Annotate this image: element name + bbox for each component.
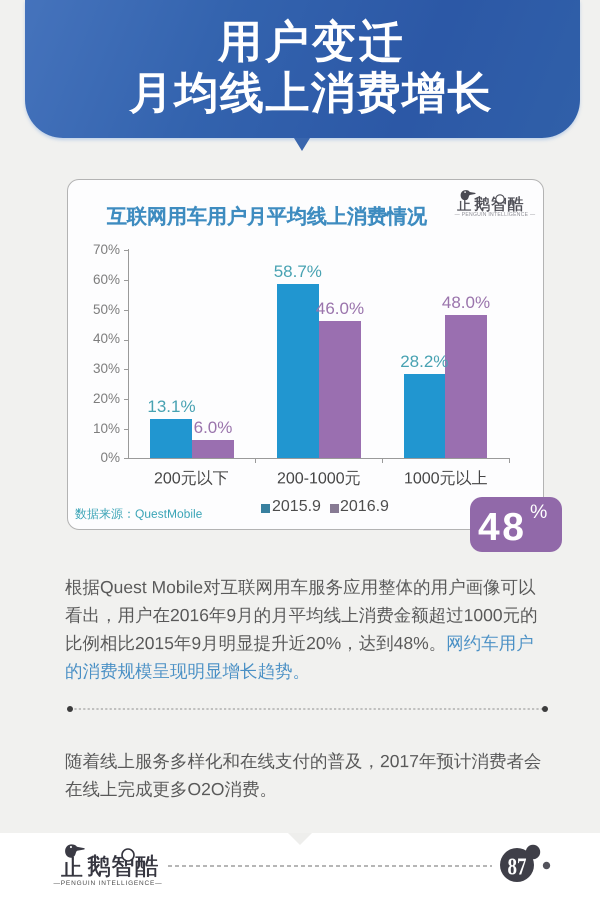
svg-text:87: 87 [508,855,527,881]
